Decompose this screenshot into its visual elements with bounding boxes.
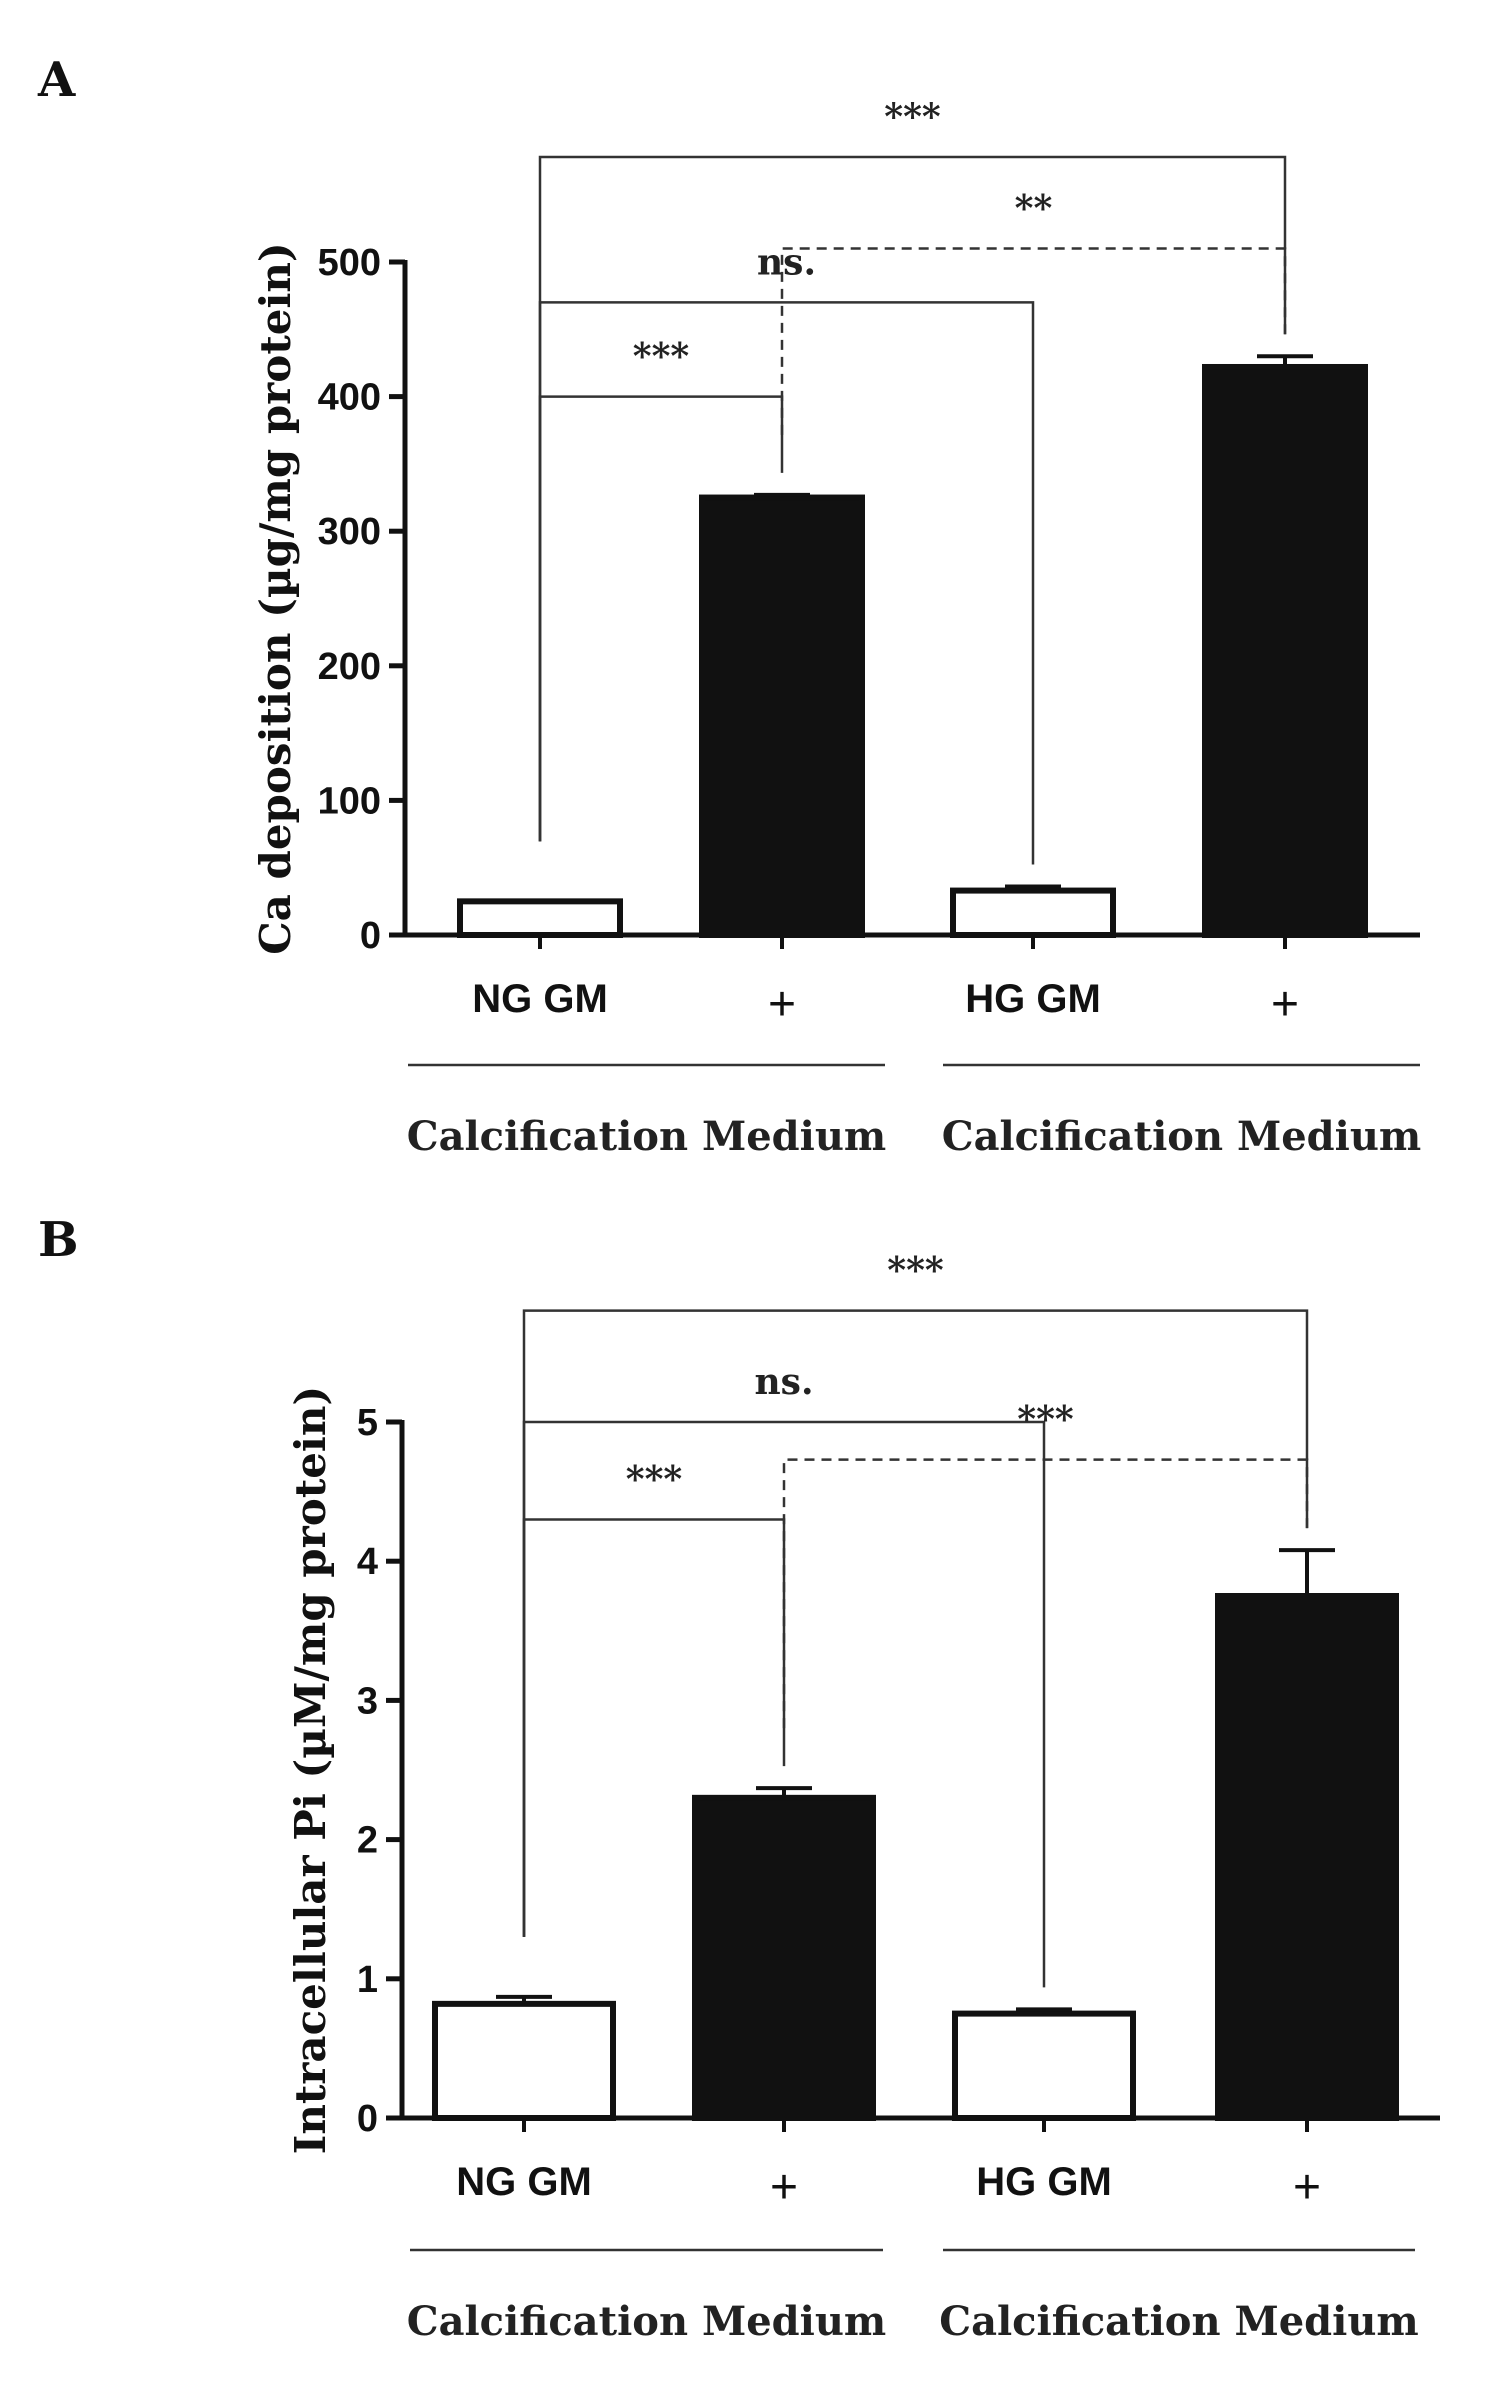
panel-a-y-tick-label: 100 <box>318 780 381 822</box>
panel-b-bar <box>1215 1593 1399 2121</box>
panel-b-category-label: + <box>770 2161 798 2214</box>
panel-a-y-tick-label: 200 <box>318 646 381 688</box>
panel-b-group-label: Calcification Medium <box>939 2298 1419 2345</box>
panel-b-significance-label: *** <box>1017 1399 1074 1441</box>
panel-a-significance-label: *** <box>633 336 690 378</box>
panel-a-bar <box>1202 363 1368 939</box>
panel-a-bar <box>950 887 1116 938</box>
panel-b: B 0 1 2 3 4 5 Intracellular Pi (µM/mg protein)… <box>38 1212 1440 2345</box>
panel-b-bar <box>692 1794 876 2121</box>
panel-b-bar <box>952 2010 1136 2121</box>
panel-b-y-tick-label: 5 <box>357 1402 378 1444</box>
panel-a-y-axis-label: Ca deposition (µg/mg protein) <box>251 242 300 955</box>
panel-a-bar <box>457 898 623 938</box>
panel-b-category-label: HG GM <box>976 2160 1112 2204</box>
panel-b-label: B <box>38 1212 79 1268</box>
panel-a-category-label: NG GM <box>472 977 608 1021</box>
panel-a-category-label: HG GM <box>965 977 1101 1021</box>
panel-b-significance-label: *** <box>626 1458 683 1500</box>
panel-a: A 0 100 200 300 400 500 Ca deposition (µg/mg p… <box>37 52 1421 1160</box>
panel-b-y-axis-label: Intracellular Pi (µM/mg protein) <box>286 1386 335 2155</box>
panel-a-y-tick-label: 400 <box>318 377 381 419</box>
panel-a-significance-label: *** <box>884 96 941 138</box>
panel-a-bar <box>699 494 865 938</box>
panel-a-category-label: + <box>768 978 796 1031</box>
panel-a-y-tick-label: 0 <box>360 915 381 957</box>
panel-a-group-label: Calcification Medium <box>407 1113 887 1160</box>
panel-b-category-label: + <box>1293 2161 1321 2214</box>
panel-b-significance-label: *** <box>887 1250 944 1292</box>
panel-a-group-label: Calcification Medium <box>942 1113 1422 1160</box>
panel-b-y-tick-label: 3 <box>357 1680 378 1722</box>
panel-b-y-tick-label: 2 <box>357 1820 378 1862</box>
panel-a-significance-label: ** <box>1015 188 1053 230</box>
panel-b-group-label: Calcification Medium <box>407 2298 887 2345</box>
panel-b-y-tick-label: 4 <box>357 1541 378 1583</box>
panel-b-y-tick-label: 1 <box>357 1959 378 2001</box>
panel-b-significance-label: ns. <box>755 1361 814 1403</box>
panel-b-bar <box>432 2000 616 2121</box>
panel-a-significance-bracket <box>538 155 1287 842</box>
panel-a-label: A <box>37 52 76 108</box>
panel-b-category-label: NG GM <box>456 2160 592 2204</box>
panel-b-y-tick-label: 0 <box>357 2098 378 2140</box>
panel-a-y-tick-label: 500 <box>318 242 381 284</box>
panel-a-y-tick-label: 300 <box>318 511 381 553</box>
panel-a-category-label: + <box>1271 978 1299 1031</box>
panel-b-significance-bracket <box>522 1309 1309 1937</box>
